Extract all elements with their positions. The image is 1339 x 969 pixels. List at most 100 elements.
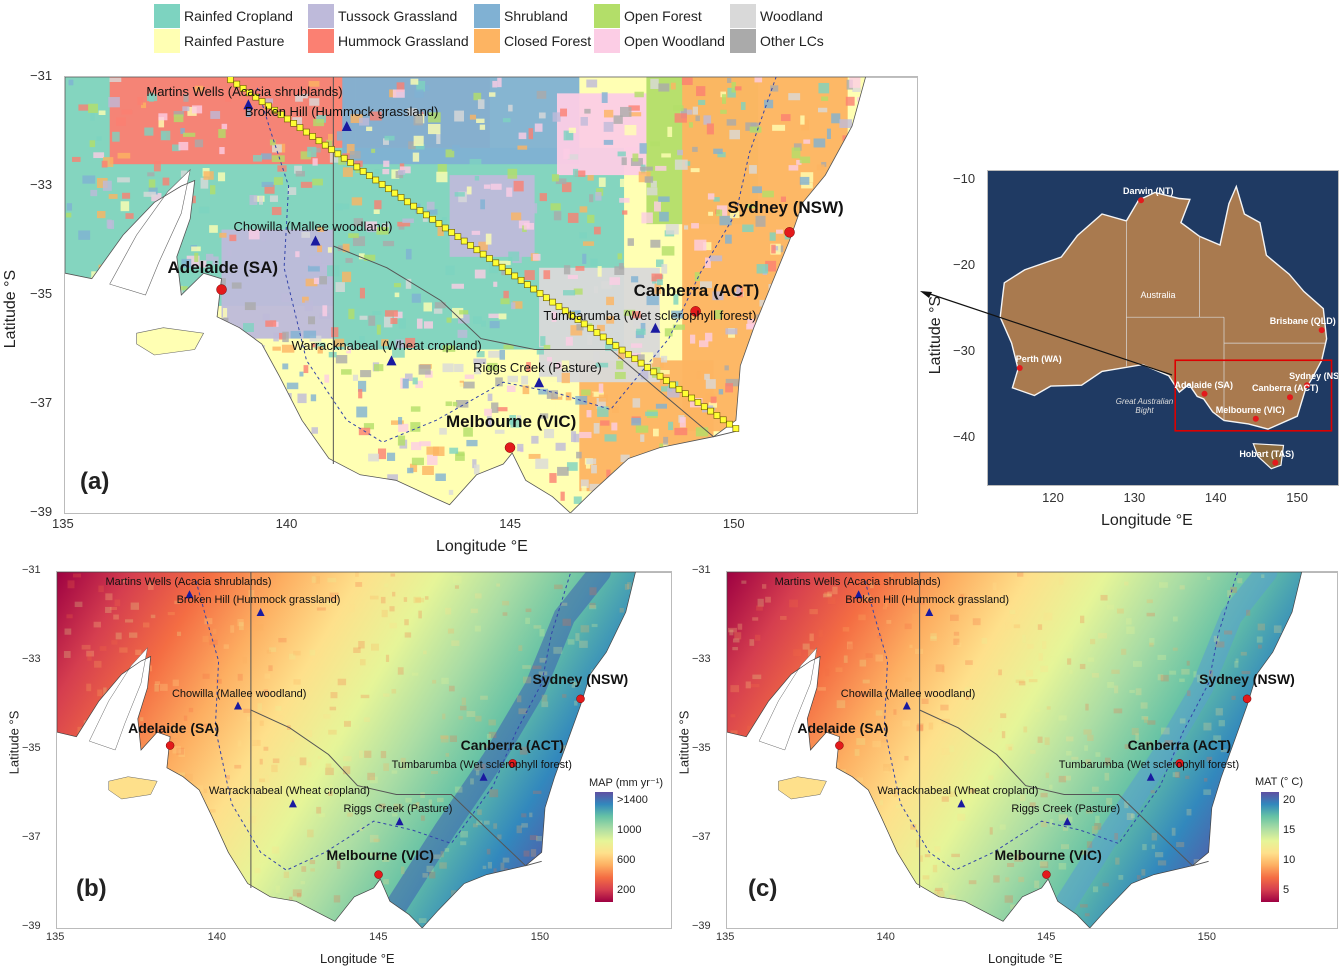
colorbar-tick: 10 [1283, 854, 1296, 866]
australia-inset-map: Darwin (NT) Brisbane (QLD) Perth (WA) Adela… [987, 170, 1339, 486]
transect-cell [650, 368, 658, 376]
colorbar-tick: 20 [1283, 794, 1296, 806]
panel-c-tag: (c) [748, 875, 778, 902]
transect-cell [391, 189, 399, 197]
inset-city-marker [1272, 459, 1279, 466]
panel-a-tag: (a) [80, 468, 110, 495]
y-tick-label: −33 [692, 653, 711, 665]
map-precipitation: Martins Wells (Acacia shrublands) Broken … [56, 571, 672, 929]
inset-city-label: Adelaide (SA) [1174, 379, 1234, 390]
transect-cell [574, 316, 582, 323]
legend-item: Open Forest [594, 4, 702, 28]
transect-cell [536, 290, 544, 297]
site-marker [479, 772, 488, 781]
transect-cell [454, 233, 462, 240]
transect-cell [378, 181, 386, 188]
transect-cell [448, 229, 455, 236]
transect-cell [290, 120, 297, 127]
site-marker [256, 608, 265, 617]
study-region-box [1174, 359, 1333, 432]
transect-cell [599, 333, 607, 341]
transect-cell [277, 111, 285, 118]
inset-city-label: Melbourne (VIC) [1215, 404, 1285, 415]
transect-cell [498, 263, 506, 271]
transect-cell [347, 159, 354, 166]
legend-label: Open Forest [624, 8, 702, 24]
city-label: Canberra (ACT) [1127, 737, 1232, 754]
transect-cell [524, 281, 531, 288]
y-tick-label: −33 [22, 653, 41, 665]
transect-cell [719, 416, 727, 424]
inset-city-marker [1138, 197, 1145, 204]
transect-cell [631, 355, 639, 363]
colorbar-title: MAP (mm yr⁻¹) [589, 777, 664, 789]
city-label: Sydney (NSW) [532, 670, 629, 687]
y-tick-label: −10 [953, 170, 976, 186]
transect-cell [397, 194, 405, 201]
panel-a-ylabel: Latitude °S [2, 269, 20, 349]
transect-cell [486, 255, 493, 262]
transect-cell [612, 342, 620, 349]
panel-c-ylabel: Latitude °S [676, 710, 692, 775]
land-cover-legend: Rainfed Cropland Rainfed Pasture Tussock G… [154, 4, 844, 56]
legend-swatch [730, 29, 756, 53]
city-marker [690, 306, 701, 317]
y-tick-label: −30 [953, 342, 976, 358]
site-marker [341, 121, 352, 132]
transect-cell [682, 390, 689, 397]
inset-city-marker [1286, 394, 1293, 401]
kangaroo-island [136, 327, 205, 356]
legend-item: Open Woodland [594, 29, 725, 53]
y-tick-label: −31 [30, 68, 53, 83]
city-label: Adelaide (SA) [167, 257, 279, 277]
coastline [727, 572, 1337, 928]
basin-boundary [195, 572, 572, 871]
colorbar-tick: 15 [1283, 824, 1296, 836]
transect-cell [479, 250, 487, 258]
transect-cell [284, 115, 291, 123]
transect-cell [302, 128, 310, 136]
city-label: Adelaide (SA) [128, 719, 220, 736]
transect-cell [385, 185, 392, 193]
site-label: Warracknabeal (Wheat cropland) [208, 785, 370, 798]
legend-label: Closed Forest [504, 33, 592, 49]
panel-a: Martins Wells (Acacia shrublands) Broken … [0, 60, 920, 560]
transect-cell [410, 202, 417, 210]
y-tick-label: −35 [22, 742, 41, 754]
transect-cell [656, 372, 664, 380]
transect-cell [618, 346, 626, 354]
legend-item: Rainfed Cropland [154, 4, 293, 28]
land-cover-map-canvas [65, 77, 917, 513]
transect-cell [568, 311, 575, 319]
state-border [919, 709, 1209, 867]
city-label: Melbourne (VIC) [994, 846, 1102, 863]
y-tick-label: −39 [692, 920, 711, 932]
legend-item: Rainfed Pasture [154, 29, 284, 53]
transect-cell [315, 137, 323, 145]
transect-cell [580, 320, 588, 328]
site-marker [650, 322, 661, 333]
transect-cell [587, 324, 594, 332]
city-marker [216, 284, 227, 295]
site-label: Chowilla (Mallee woodland) [171, 687, 307, 700]
legend-label: Rainfed Pasture [184, 33, 285, 49]
site-label: Broken Hill (Hummock grassland) [244, 104, 439, 120]
panel-b-ylabel: Latitude °S [6, 710, 22, 775]
legend-item: Shrubland [474, 4, 568, 28]
x-tick-label: 140 [1204, 490, 1227, 505]
inset-ylabel: Latitude °S [927, 295, 945, 375]
site-label: Martins Wells (Acacia shrublands) [774, 576, 941, 589]
x-tick-label: 145 [499, 516, 521, 531]
x-tick-label: 140 [876, 931, 895, 943]
y-tick-label: −39 [22, 920, 41, 932]
transect-cell [675, 385, 683, 393]
x-tick-label: 140 [275, 516, 298, 531]
city-marker [835, 741, 844, 750]
transect-cell [435, 220, 443, 227]
legend-swatch [308, 29, 334, 53]
legend-swatch [730, 4, 756, 28]
legend-label: Shrubland [504, 8, 568, 24]
colorbar-tick: 600 [617, 854, 636, 866]
site-label: Broken Hill (Hummock grassland) [845, 594, 1010, 607]
legend-label: Hummock Grassland [338, 33, 469, 49]
